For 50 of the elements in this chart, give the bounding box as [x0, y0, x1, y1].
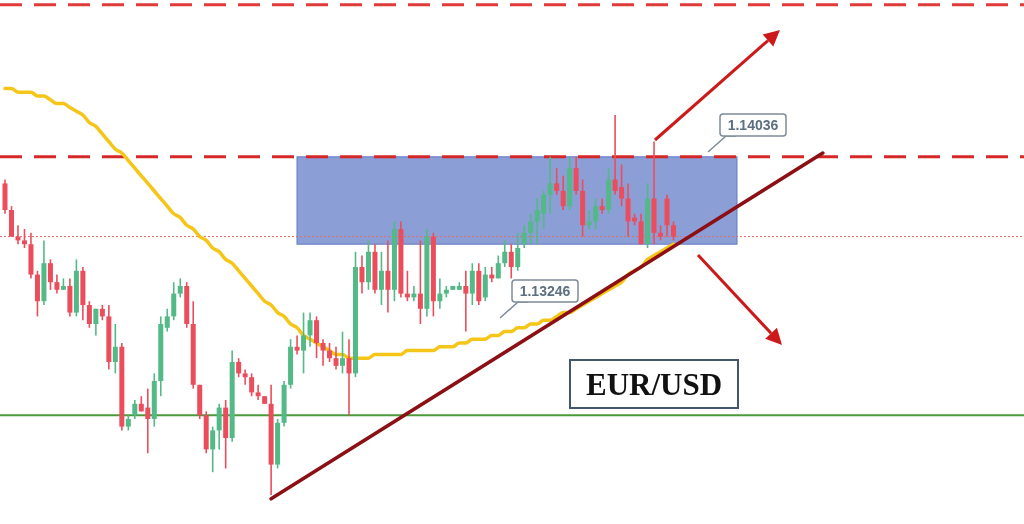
- candlestick: [340, 330, 345, 375]
- candlestick: [294, 334, 300, 356]
- candlestick: [112, 323, 118, 375]
- candlestick: [327, 342, 333, 363]
- candlestick: [314, 315, 320, 359]
- candlestick: [482, 266, 488, 302]
- candlestick: [502, 239, 508, 268]
- candlestick: [560, 175, 566, 211]
- candlestick: [671, 220, 677, 242]
- candlestick: [638, 213, 644, 245]
- candlestick: [528, 213, 534, 245]
- candlestick: [554, 167, 560, 196]
- candlestick: [593, 197, 599, 230]
- text: EUR/USD: [585, 367, 723, 402]
- annotation: 1.14036: [727, 117, 779, 133]
- candlestick: [86, 300, 92, 329]
- candlestick: [521, 224, 527, 249]
- candlestick: [320, 338, 326, 367]
- candlestick: [385, 239, 391, 314]
- candlestick: [255, 384, 261, 401]
- candlestick: [573, 156, 579, 196]
- candlestick: [210, 425, 216, 473]
- candlestick: [164, 308, 170, 333]
- candlestick: [515, 232, 521, 272]
- annotation: 1.13246: [519, 283, 571, 299]
- candlestick: [599, 197, 605, 215]
- candlestick: [301, 311, 307, 375]
- candlestick: [417, 239, 423, 325]
- candlestick: [171, 281, 177, 321]
- candlestick: [333, 346, 339, 371]
- candlestick: [54, 273, 60, 295]
- candlestick: [242, 368, 248, 386]
- candlestick: [346, 338, 352, 416]
- candlestick: [463, 270, 469, 333]
- candlestick: [21, 228, 27, 249]
- candlestick: [469, 262, 475, 306]
- candlestick: [236, 357, 242, 378]
- candlestick: [547, 156, 553, 215]
- candlestick: [378, 251, 384, 306]
- candlestick: [132, 399, 138, 420]
- candlestick: [216, 403, 222, 451]
- candlestick: [93, 308, 99, 337]
- candlestick: [249, 372, 255, 397]
- candlestick: [307, 311, 313, 348]
- candlestick: [177, 277, 183, 299]
- candlestick: [359, 254, 365, 295]
- candlestick: [437, 277, 443, 310]
- candlestick: [508, 243, 514, 280]
- candlestick: [586, 209, 592, 230]
- candlestick: [47, 258, 53, 291]
